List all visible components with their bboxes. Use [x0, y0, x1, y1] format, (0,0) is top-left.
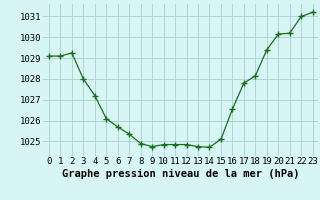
X-axis label: Graphe pression niveau de la mer (hPa): Graphe pression niveau de la mer (hPa)	[62, 169, 300, 179]
